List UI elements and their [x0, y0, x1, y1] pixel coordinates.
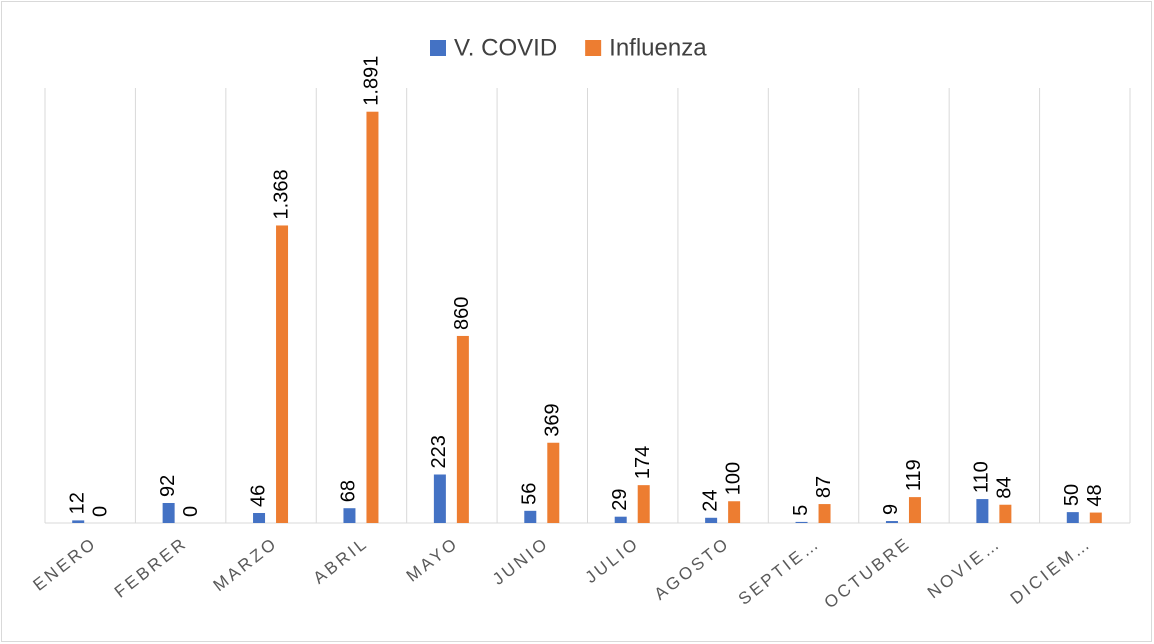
data-label: 223 — [428, 435, 450, 468]
bar — [276, 225, 289, 523]
bar — [366, 111, 379, 524]
data-label: 5 — [790, 505, 812, 516]
data-label: 12 — [66, 492, 88, 514]
bar — [456, 335, 469, 523]
data-label: 24 — [699, 490, 721, 512]
bar — [547, 442, 560, 523]
bar — [1066, 512, 1079, 523]
legend-label: Influenza — [609, 34, 707, 61]
data-label: 29 — [609, 488, 631, 510]
bar — [818, 504, 831, 523]
bar — [999, 504, 1012, 523]
data-label: 50 — [1061, 484, 1083, 506]
data-label: 1.891 — [361, 56, 383, 106]
bar — [795, 521, 808, 523]
data-label: 48 — [1084, 484, 1106, 506]
data-label: 110 — [971, 461, 993, 493]
bar — [728, 501, 741, 523]
bar — [72, 520, 85, 523]
data-label: 369 — [542, 403, 564, 436]
bar — [614, 516, 627, 523]
legend-swatch — [430, 40, 446, 56]
bar — [433, 474, 446, 523]
bar — [705, 517, 718, 523]
data-label: 119 — [903, 459, 925, 491]
data-label: 174 — [632, 446, 654, 479]
data-label: 84 — [994, 476, 1016, 498]
data-label: 0 — [180, 506, 202, 517]
legend-swatch — [585, 40, 602, 56]
data-label: 92 — [157, 475, 179, 497]
data-label: 68 — [338, 480, 360, 502]
data-label: 56 — [519, 483, 541, 505]
data-label: 1.368 — [270, 169, 292, 219]
data-label: 46 — [247, 485, 269, 507]
bar — [1089, 512, 1102, 523]
bar — [343, 508, 356, 523]
data-label: 860 — [451, 297, 473, 330]
data-label: 100 — [722, 462, 744, 495]
data-label: 0 — [89, 506, 111, 517]
bar — [908, 497, 921, 523]
data-label: 9 — [880, 504, 902, 515]
bar — [253, 512, 266, 523]
bar — [976, 499, 989, 523]
bar — [524, 510, 537, 523]
legend-label: V. COVID — [454, 34, 557, 61]
bar — [885, 521, 898, 523]
data-label: 87 — [813, 476, 835, 498]
bar — [637, 485, 650, 523]
bar — [162, 502, 175, 523]
